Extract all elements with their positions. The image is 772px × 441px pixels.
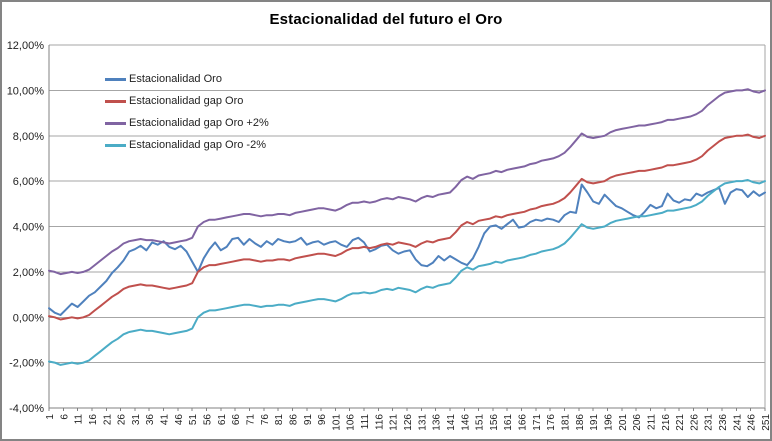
y-axis-tick-label: 8,00% — [13, 131, 44, 143]
x-axis-tick-label: 166 — [518, 414, 529, 431]
x-axis-tick-label: 211 — [646, 414, 657, 430]
x-axis-tick-label: 251 — [761, 414, 770, 431]
legend-label: Estacionalidad gap Oro +2% — [129, 117, 269, 129]
x-axis-tick-label: 101 — [331, 414, 342, 431]
x-axis-tick-label: 241 — [732, 414, 743, 431]
x-axis-tick-label: 181 — [561, 414, 572, 431]
x-axis-tick-label: 246 — [747, 414, 758, 431]
x-axis-tick-label: 26 — [117, 414, 128, 426]
x-axis-tick-label: 1 — [45, 414, 56, 420]
x-axis-tick-label: 41 — [160, 414, 171, 426]
x-axis-tick-label: 56 — [203, 414, 214, 426]
legend-label: Estacionalidad gap Oro — [129, 95, 244, 107]
x-axis-tick-label: 226 — [689, 414, 700, 431]
x-axis-tick-label: 16 — [88, 414, 99, 426]
x-axis-tick-label: 106 — [346, 414, 357, 431]
x-axis-tick-label: 176 — [546, 414, 557, 431]
x-axis-tick-label: 171 — [532, 414, 543, 431]
legend-label: Estacionalidad Oro — [129, 73, 222, 85]
x-axis-tick-label: 76 — [260, 414, 271, 426]
x-axis-tick-label: 61 — [217, 414, 228, 426]
x-axis-tick-label: 156 — [489, 414, 500, 431]
x-axis-tick-label: 151 — [475, 414, 486, 431]
x-axis-tick-label: 161 — [503, 414, 514, 431]
x-axis-tick-label: 111 — [360, 414, 371, 430]
legend: Estacionalidad Oro Estacionalidad gap Oro… — [105, 68, 269, 156]
x-axis-tick-label: 46 — [174, 414, 185, 426]
y-axis-tick-label: 6,00% — [13, 176, 44, 188]
legend-item: Estacionalidad Oro — [105, 68, 269, 90]
legend-swatch — [105, 121, 126, 125]
x-axis-tick-label: 126 — [403, 414, 414, 431]
x-axis-tick-label: 51 — [188, 414, 199, 426]
x-axis-tick-label: 206 — [632, 414, 643, 431]
legend-item: Estacionalidad gap Oro +2% — [105, 112, 269, 134]
x-axis-tick-label: 141 — [446, 414, 457, 431]
series-line — [48, 133, 766, 321]
legend-swatch — [105, 77, 126, 81]
legend-item: Estacionalidad gap Oro -2% — [105, 134, 269, 156]
x-axis-tick-label: 31 — [131, 414, 142, 426]
x-axis-tick-label: 236 — [718, 414, 729, 431]
x-axis-tick-label: 71 — [245, 414, 256, 426]
series-line — [48, 183, 766, 316]
x-axis-tick-label: 81 — [274, 414, 285, 426]
x-axis-tick-label: 201 — [618, 414, 629, 431]
legend-swatch — [105, 99, 126, 103]
x-axis-tick-label: 11 — [74, 414, 85, 425]
y-axis-tick-label: 4,00% — [13, 222, 44, 234]
x-axis-tick-label: 66 — [231, 414, 242, 426]
x-axis-tick-label: 6 — [59, 414, 70, 420]
series-line — [48, 179, 766, 366]
x-axis-tick-label: 146 — [460, 414, 471, 431]
x-axis-tick-label: 221 — [675, 414, 686, 431]
x-axis-tick-label: 216 — [661, 414, 672, 431]
x-axis-tick-label: 231 — [704, 414, 715, 431]
x-axis-tick-label: 121 — [389, 414, 400, 431]
x-axis-tick-label: 36 — [145, 414, 156, 426]
x-axis-tick-label: 116 — [374, 414, 385, 430]
x-axis-tick-label: 86 — [288, 414, 299, 426]
y-axis-tick-label: 2,00% — [13, 267, 44, 279]
y-axis-tick-label: 10,00% — [7, 85, 45, 97]
legend-item: Estacionalidad gap Oro — [105, 90, 269, 112]
x-axis-tick-label: 131 — [417, 414, 428, 431]
chart-title: Estacionalidad del futuro el Oro — [269, 11, 503, 28]
x-axis-tick-label: 196 — [603, 414, 614, 431]
legend-label: Estacionalidad gap Oro -2% — [129, 139, 266, 151]
x-axis-tick-label: 186 — [575, 414, 586, 431]
x-axis-tick-label: 96 — [317, 414, 328, 426]
y-axis-tick-label: -4,00% — [9, 403, 44, 415]
series-line — [48, 88, 766, 276]
x-axis-tick-label: 191 — [589, 414, 600, 431]
y-axis-tick-label: -2,00% — [9, 358, 44, 370]
legend-swatch — [105, 143, 126, 147]
x-axis-tick-label: 136 — [432, 414, 443, 431]
x-axis-tick-label: 21 — [102, 414, 113, 426]
y-axis-tick-label: 0,00% — [13, 312, 44, 324]
y-axis-tick-label: 12,00% — [7, 40, 45, 52]
x-axis-tick-label: 91 — [303, 414, 314, 426]
